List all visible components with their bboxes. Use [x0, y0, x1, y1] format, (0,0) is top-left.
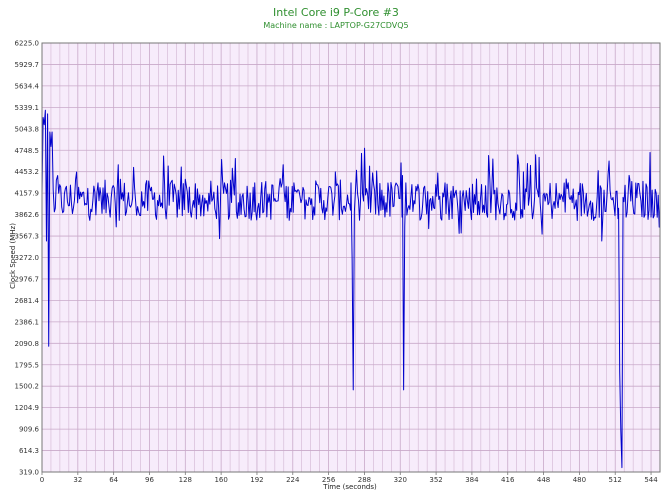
- y-tick-label: 1204.9: [15, 404, 40, 412]
- y-tick-label: 1795.5: [15, 361, 40, 369]
- x-tick-label: 544: [644, 476, 658, 484]
- y-tick-label: 2976.7: [15, 275, 40, 283]
- y-tick-label: 4748.5: [15, 147, 40, 155]
- x-tick-label: 320: [394, 476, 407, 484]
- y-tick-label: 909.6: [19, 426, 40, 434]
- y-tick-label: 3567.3: [15, 233, 40, 241]
- y-tick-label: 5339.1: [15, 104, 40, 112]
- y-tick-label: 5634.4: [15, 82, 40, 90]
- x-axis-label: Time (seconds): [322, 483, 377, 491]
- y-tick-label: 319.0: [19, 469, 39, 477]
- y-tick-label: 4453.2: [15, 168, 40, 176]
- x-tick-label: 128: [179, 476, 192, 484]
- x-tick-label: 160: [214, 476, 227, 484]
- series-line-clock-speed: [41, 109, 661, 469]
- x-tick-label: 288: [358, 476, 371, 484]
- x-tick-label: 448: [537, 476, 550, 484]
- y-axis-label: Clock Speed (MHz): [9, 223, 17, 289]
- x-tick-label: 192: [250, 476, 263, 484]
- y-axis-ticks: 319.0 614.3 909.6 1204.9 1500.2 1795.5 2090.8 2…: [15, 40, 40, 477]
- x-tick-label: 0: [40, 476, 44, 484]
- x-tick-label: 96: [145, 476, 154, 484]
- x-tick-label: 256: [322, 476, 336, 484]
- y-tick-label: 2386.1: [15, 318, 40, 326]
- y-tick-label: 3862.6: [15, 211, 40, 219]
- plot-border: [41, 42, 661, 473]
- y-tick-label: 614.3: [19, 447, 39, 455]
- y-tick-label: 2090.8: [15, 340, 40, 348]
- y-tick-label: 3272.0: [15, 254, 40, 262]
- x-tick-label: 64: [109, 476, 118, 484]
- y-tick-label: 5043.8: [15, 125, 40, 133]
- y-tick-label: 5929.7: [15, 61, 40, 69]
- y-tick-label: 1500.2: [15, 383, 40, 391]
- x-tick-label: 416: [501, 476, 515, 484]
- x-tick-label: 480: [573, 476, 586, 484]
- chart-subtitle: Machine name : LAPTOP-G27CDVQ5: [263, 21, 408, 30]
- x-tick-label: 384: [465, 476, 479, 484]
- y-tick-label: 4157.9: [15, 190, 40, 198]
- y-tick-label: 2681.4: [15, 297, 40, 305]
- grid: [42, 43, 660, 472]
- x-tick-label: 32: [73, 476, 82, 484]
- y-tick-label: 6225.0: [15, 40, 40, 48]
- x-tick-label: 352: [429, 476, 442, 484]
- x-tick-label: 512: [609, 476, 622, 484]
- chart-title: Intel Core i9 P-Core #3: [273, 6, 399, 19]
- x-axis-ticks: 0 32 64 96 128 160 192 224 256 288 320 352 384 416 448…: [40, 472, 658, 484]
- x-tick-label: 224: [286, 476, 300, 484]
